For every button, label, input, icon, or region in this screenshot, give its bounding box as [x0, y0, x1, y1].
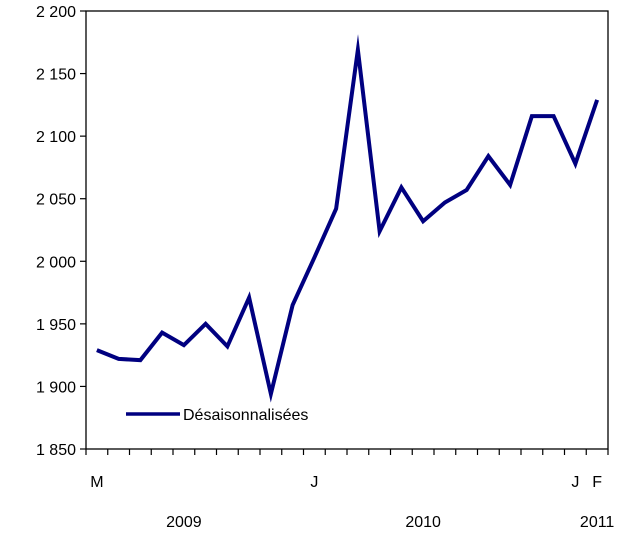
- x-month-label: J: [571, 474, 579, 491]
- legend: Désaisonnalisées: [126, 407, 308, 424]
- y-axis: 1 850 1 900 1 950 2 000 2 050 2 100 2 150 2 200: [36, 4, 86, 459]
- x-month-label: F: [592, 474, 602, 491]
- y-tick-label: 2 050: [36, 192, 76, 209]
- y-tick-label: 1 850: [36, 442, 76, 459]
- y-tick-label: 2 200: [36, 4, 76, 21]
- y-tick-label: 1 950: [36, 317, 76, 334]
- x-month-label: M: [90, 474, 103, 491]
- x-year-label: 2010: [405, 514, 441, 531]
- plot-frame: [85, 10, 609, 450]
- y-tick-label: 2 000: [36, 254, 76, 271]
- x-year-label: 2011: [580, 514, 615, 531]
- legend-label: Désaisonnalisées: [183, 407, 308, 424]
- y-tick-label: 2 150: [36, 67, 76, 84]
- series-layer: [96, 34, 600, 403]
- x-year-label: 2009: [166, 514, 202, 531]
- y-tick-label: 2 100: [36, 129, 76, 146]
- y-tick-label: 1 900: [36, 379, 76, 396]
- x-month-label: J: [310, 474, 318, 491]
- series-line: [96, 34, 600, 403]
